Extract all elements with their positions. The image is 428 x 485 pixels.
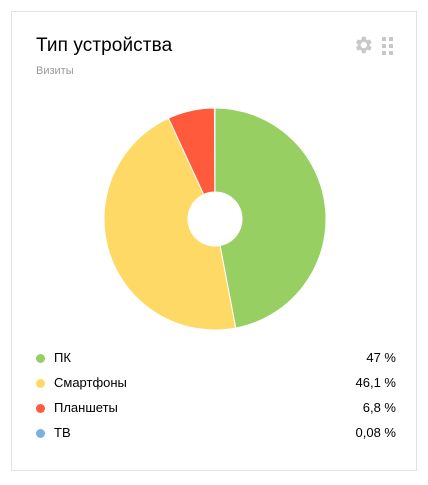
gear-icon[interactable] bbox=[352, 34, 374, 56]
legend-value: 46,1 % bbox=[355, 375, 396, 390]
legend-item[interactable]: ТВ 0,08 % bbox=[36, 424, 396, 449]
legend-value: 0,08 % bbox=[355, 425, 396, 440]
pie-slice-4[interactable] bbox=[213, 107, 216, 193]
legend-value: 47 % bbox=[366, 350, 396, 365]
pie-slice-1[interactable] bbox=[214, 107, 327, 329]
legend-label: ПК bbox=[54, 350, 71, 365]
device-type-widget: Тип устройства Визиты ПК 47 % Смартфоны 46,… bbox=[11, 11, 417, 471]
legend-label: Планшеты bbox=[54, 400, 118, 415]
legend-value: 6,8 % bbox=[362, 400, 396, 415]
legend-item[interactable]: Планшеты 6,8 % bbox=[36, 399, 396, 424]
donut-chart bbox=[103, 107, 327, 331]
drag-handle-icon[interactable] bbox=[382, 37, 394, 55]
legend-color-dot bbox=[36, 354, 45, 363]
widget-subtitle: Визиты bbox=[36, 65, 74, 77]
legend-color-dot bbox=[36, 404, 45, 413]
chart-legend: ПК 47 % Смартфоны 46,1 % Планшеты 6,8 % ТВ 0,08… bbox=[36, 349, 396, 449]
legend-label: ТВ bbox=[54, 425, 71, 440]
legend-label: Смартфоны bbox=[54, 375, 127, 390]
legend-item[interactable]: Смартфоны 46,1 % bbox=[36, 374, 396, 399]
legend-item[interactable]: ПК 47 % bbox=[36, 349, 396, 374]
pie-slice-2[interactable] bbox=[103, 117, 237, 331]
widget-title: Тип устройства bbox=[36, 35, 173, 56]
legend-color-dot bbox=[36, 379, 45, 388]
legend-color-dot bbox=[36, 429, 45, 438]
